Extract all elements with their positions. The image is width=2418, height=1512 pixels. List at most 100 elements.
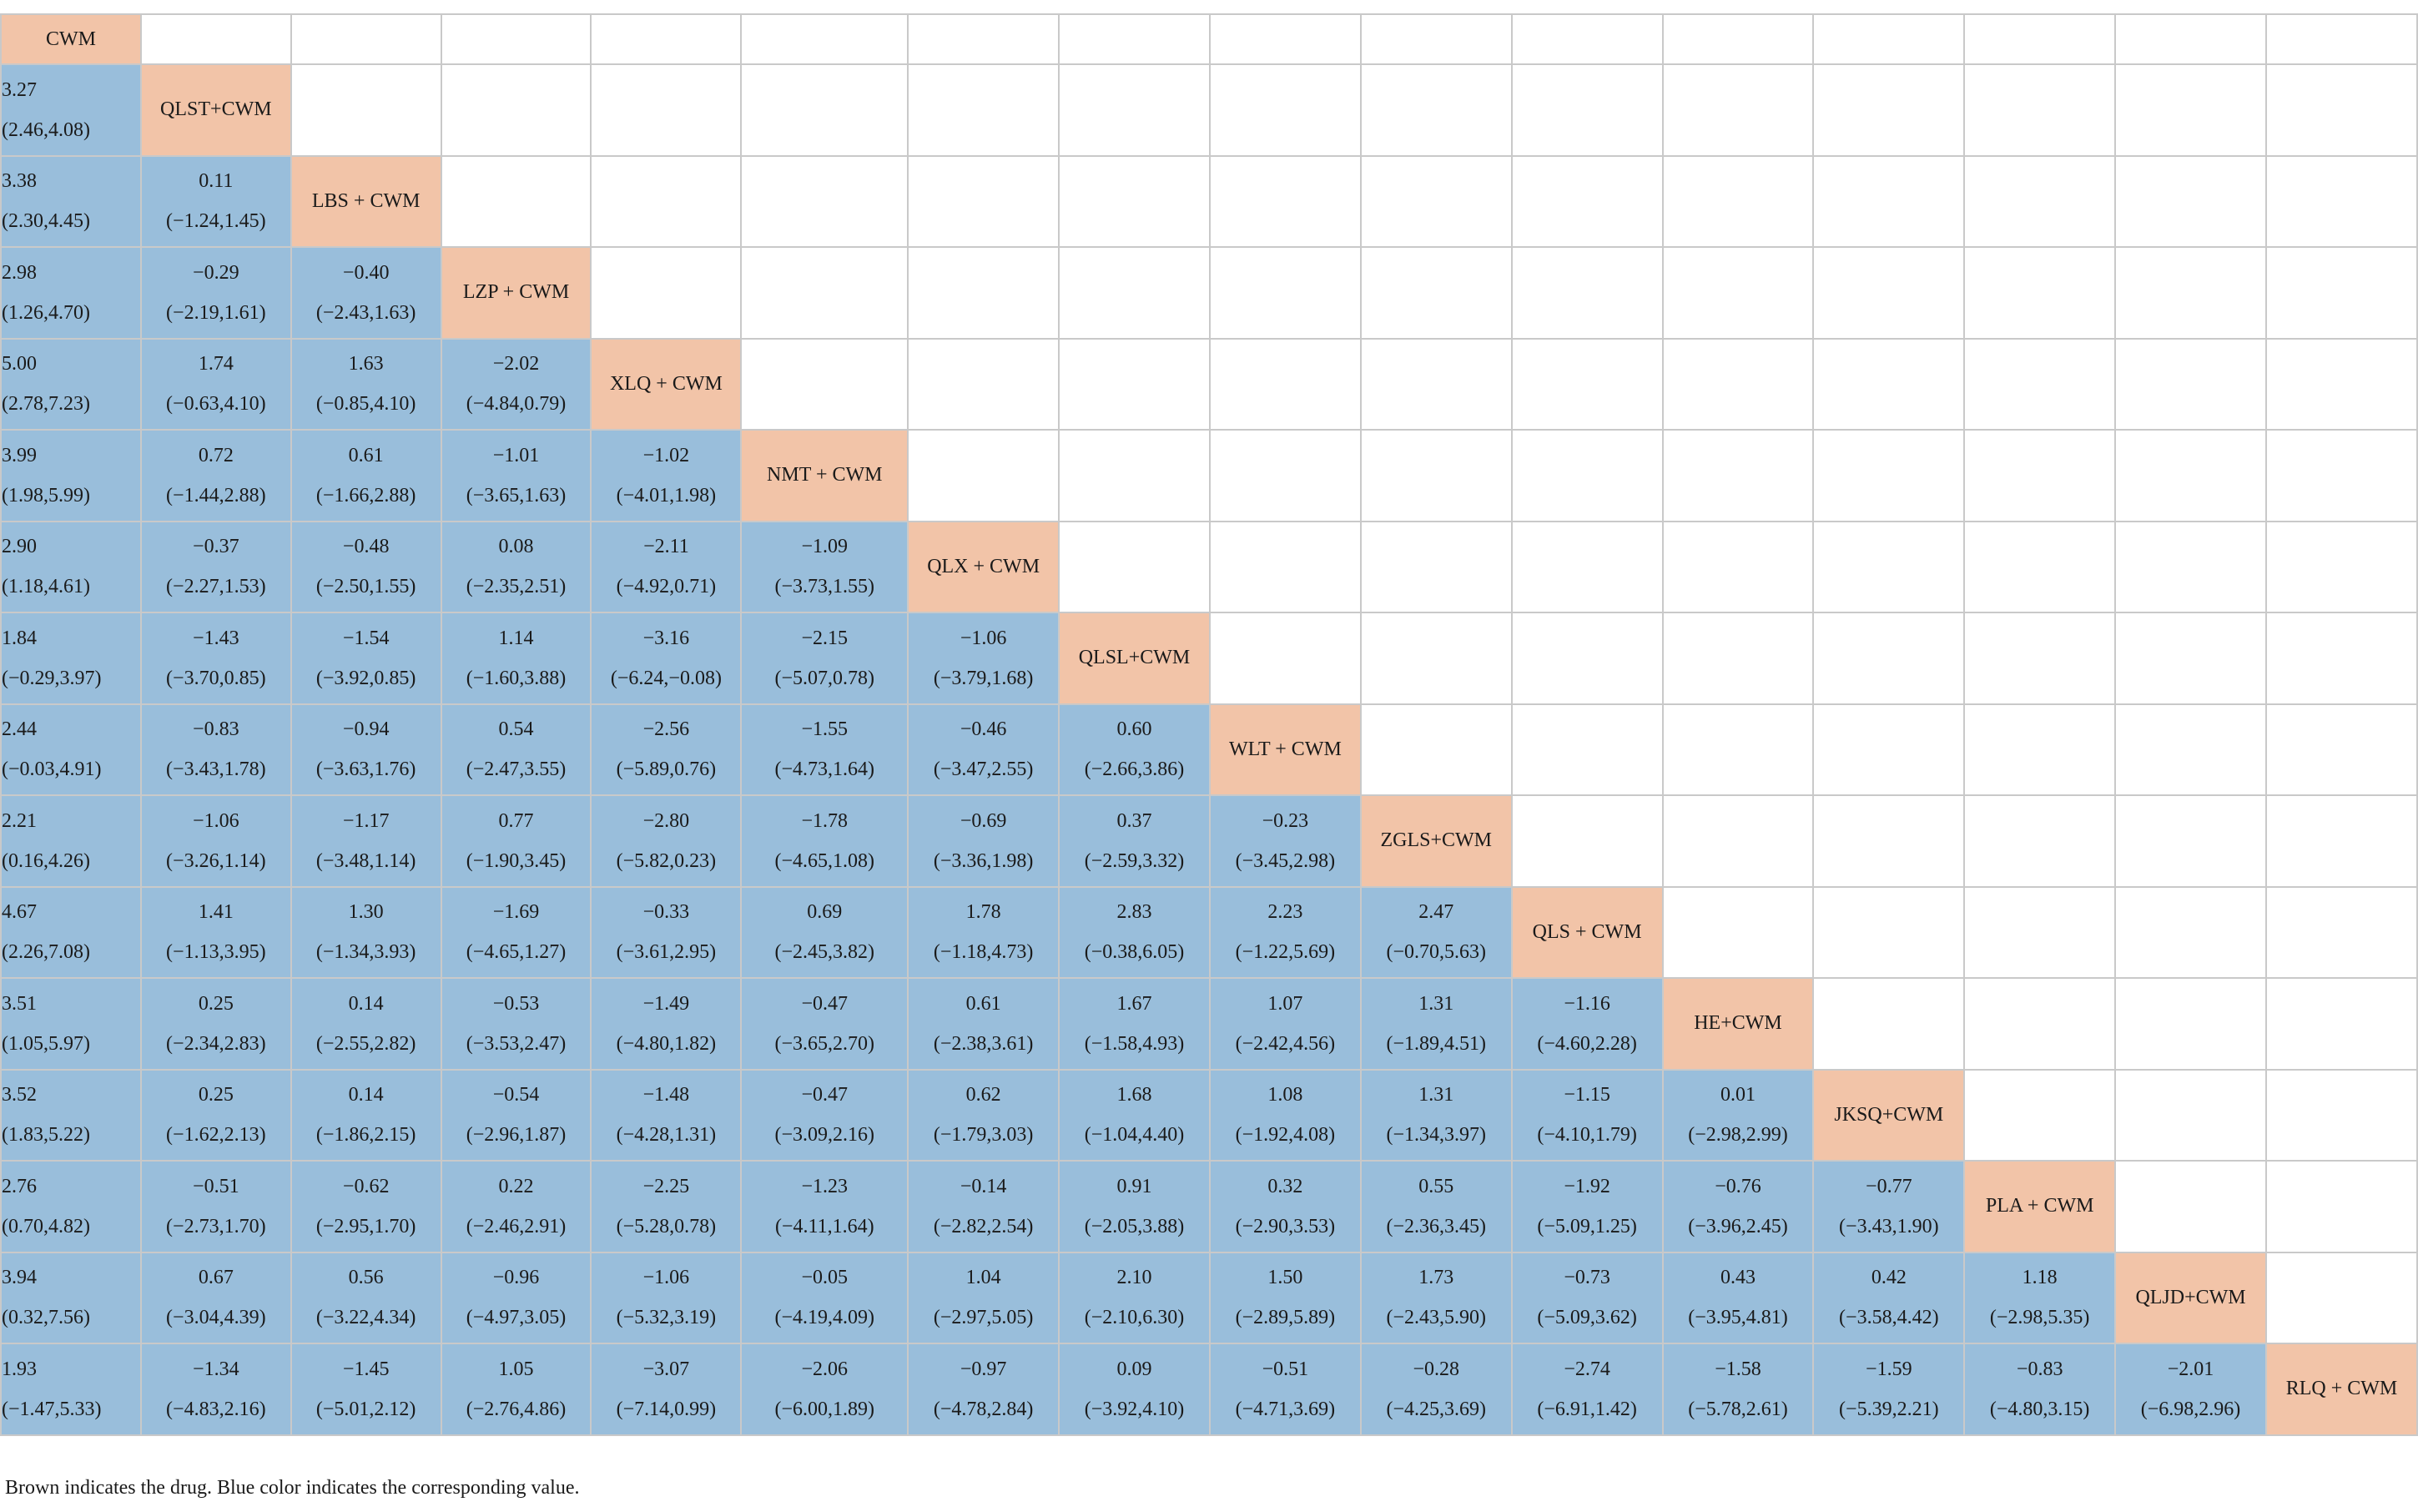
confidence-interval: (−0.29,3.97) [2,667,102,689]
value-cell: −0.51 (−4.71,3.69) [1208,1343,1362,1436]
effect-estimate: −1.06 [193,809,239,832]
empty-cell [1963,520,2117,613]
empty-cell [1359,13,1513,65]
effect-estimate: 0.08 [498,536,534,558]
drug-label: QLST+CWM [160,98,272,121]
value-cell: 3.52 (1.83,5.22) [0,1068,142,1162]
effect-estimate: −0.29 [193,261,239,284]
value-cell: −0.28 (−4.25,3.69) [1359,1343,1513,1436]
effect-estimate: −0.62 [342,1175,390,1197]
effect-estimate: 0.54 [498,718,534,741]
effect-estimate: 0.43 [1720,1267,1756,1289]
effect-estimate: 4.67 [2,901,37,924]
confidence-interval: (−6.91,1.42) [1537,1398,1637,1420]
confidence-interval: (−2.19,1.61) [166,301,266,324]
value-cell: −1.54 (−3.92,0.85) [290,612,442,705]
value-cell: −2.80 (−5.82,0.23) [590,794,743,888]
value-cell: 0.54 (−2.47,3.55) [440,703,592,796]
value-cell: −1.16 (−4.60,2.28) [1510,977,1664,1071]
value-cell: −0.40 (−2.43,1.63) [290,246,442,340]
effect-estimate: −2.25 [642,1175,690,1197]
effect-estimate: −0.94 [342,718,390,741]
confidence-interval: (−3.92,4.10) [1084,1398,1185,1420]
effect-estimate: −1.55 [801,718,849,741]
effect-estimate: −1.16 [1564,992,1610,1015]
value-cell: 1.30 (−1.34,3.93) [290,885,442,979]
effect-estimate: 1.18 [2022,1267,2058,1289]
value-cell: −0.97 (−4.78,2.84) [907,1343,1060,1436]
empty-cell [1812,154,1966,248]
confidence-interval: (−1.79,3.03) [933,1124,1034,1147]
confidence-interval: (−3.48,1.14) [315,849,416,872]
empty-cell [1812,612,1966,705]
confidence-interval: (−2.55,2.82) [315,1032,416,1055]
value-cell: 0.56 (−3.22,4.34) [290,1251,442,1344]
value-cell: −0.37 (−2.27,1.53) [139,520,292,613]
confidence-interval: (−2.50,1.55) [315,576,416,598]
confidence-interval: (−4.80,3.15) [1989,1398,2090,1420]
effect-estimate: 0.37 [1116,809,1152,832]
empty-cell [1510,520,1664,613]
value-cell: 1.14 (−1.60,3.88) [440,612,592,705]
empty-cell [740,154,909,248]
value-cell: 0.25 (−1.62,2.13) [139,1068,292,1162]
effect-estimate: 0.55 [1418,1175,1454,1197]
value-cell: 0.67 (−3.04,4.39) [139,1251,292,1344]
value-cell: 1.84 (−0.29,3.97) [0,612,142,705]
effect-estimate: −1.43 [193,627,239,649]
table-row: 3.27 (2.46,4.08) QLST+CWM [0,63,2418,157]
value-cell: 2.10 (−2.10,6.30) [1058,1251,1211,1344]
effect-estimate: −3.16 [642,627,690,649]
value-cell: 2.76 (0.70,4.82) [0,1160,142,1253]
effect-estimate: 0.25 [198,992,234,1015]
empty-cell [2114,520,2267,613]
drug-cell: QLX + CWM [907,520,1060,613]
empty-cell [1510,13,1664,65]
value-cell: −1.06 (−3.79,1.68) [907,612,1060,705]
effect-estimate: −0.28 [1413,1358,1460,1380]
effect-estimate: −0.83 [193,718,239,741]
empty-cell [2114,154,2267,248]
empty-cell [2114,429,2267,522]
effect-estimate: 2.23 [1267,901,1303,924]
empty-cell [1812,794,1966,888]
league-table: CWM 3.27 (2.46,4.08) QLST+CWM 3.38 (2.30,4.45… [0,13,2418,1436]
confidence-interval: (−3.63,1.76) [315,759,416,781]
value-cell: 0.25 (−2.34,2.83) [139,977,292,1071]
effect-estimate: −0.54 [492,1084,540,1106]
effect-estimate: 0.67 [198,1267,234,1289]
empty-cell [290,13,442,65]
empty-cell [1208,429,1362,522]
confidence-interval: (−2.42,4.56) [1235,1032,1336,1055]
empty-cell [1208,337,1362,431]
empty-cell [139,13,292,65]
empty-cell [1208,612,1362,705]
drug-label: QLJD+CWM [2135,1286,2246,1308]
empty-cell [1812,703,1966,796]
effect-estimate: −0.37 [193,536,239,558]
confidence-interval: (−1.22,5.69) [1235,941,1336,964]
empty-cell [1359,154,1513,248]
empty-cell [1963,794,2117,888]
confidence-interval: (−3.45,2.98) [1235,849,1336,872]
confidence-interval: (−3.26,1.14) [166,849,266,872]
confidence-interval: (−4.19,4.09) [774,1307,875,1329]
value-cell: −2.15 (−5.07,0.78) [740,612,909,705]
confidence-interval: (−2.38,3.61) [933,1032,1034,1055]
empty-cell [1812,885,1966,979]
empty-cell [2114,612,2267,705]
value-cell: 1.67 (−1.58,4.93) [1058,977,1211,1071]
effect-estimate: 0.77 [498,809,534,832]
drug-label: HE+CWM [1694,1012,1782,1035]
confidence-interval: (−4.10,1.79) [1537,1124,1637,1147]
confidence-interval: (−2.36,3.45) [1386,1215,1487,1237]
table-row: 2.44 (−0.03,4.91) −0.83 (−3.43,1.78) −0.94 (−… [0,703,2418,796]
confidence-interval: (−5.78,2.61) [1688,1398,1788,1420]
value-cell: 1.04 (−2.97,5.05) [907,1251,1060,1344]
empty-cell [2264,794,2418,888]
value-cell: −1.06 (−5.32,3.19) [590,1251,743,1344]
effect-estimate: −1.06 [960,627,1007,649]
empty-cell [1963,246,2117,340]
confidence-interval: (−0.70,5.63) [1386,941,1487,964]
confidence-interval: (−3.95,4.81) [1688,1307,1788,1329]
